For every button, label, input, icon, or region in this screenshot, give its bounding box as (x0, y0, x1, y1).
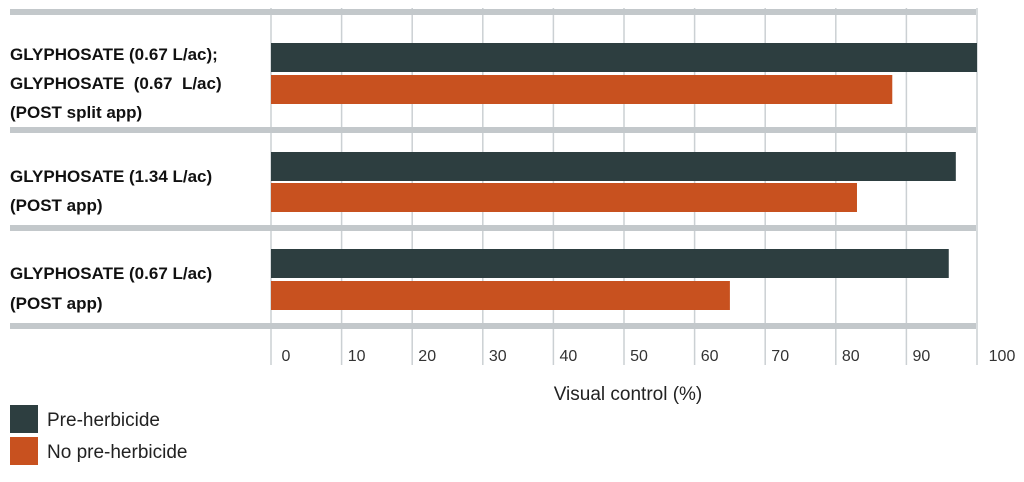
category-label: (POST app) (10, 196, 103, 215)
x-tick-label: 90 (913, 348, 931, 365)
group-separator (10, 9, 976, 15)
legend: Pre-herbicide No pre-herbicide (10, 405, 187, 465)
category-label: GLYPHOSATE (0.67 L/ac); (10, 45, 218, 64)
group-separator (10, 323, 976, 329)
x-axis-title: Visual control (%) (554, 384, 703, 405)
x-tick-label: 70 (771, 348, 789, 365)
legend-swatch (10, 437, 38, 465)
x-tick-label: 40 (560, 348, 578, 365)
category-label: (POST app) (10, 294, 103, 313)
legend-label: Pre-herbicide (47, 410, 160, 431)
legend-label: No pre-herbicide (47, 442, 187, 463)
category-label: GLYPHOSATE (0.67 L/ac) (10, 264, 212, 283)
legend-swatch (10, 405, 38, 433)
bar (271, 152, 956, 181)
x-tick-label: 10 (348, 348, 366, 365)
bar (271, 75, 893, 104)
category-label: (POST split app) (10, 103, 142, 122)
category-label: GLYPHOSATE (1.34 L/ac) (10, 167, 212, 186)
x-tick-label: 100 (989, 348, 1016, 365)
x-tick-label: 50 (630, 348, 648, 365)
x-tick-label: 80 (842, 348, 860, 365)
x-tick-label: 20 (418, 348, 436, 365)
x-tick-labels: 0 10 20 30 40 50 60 70 80 90 100 (282, 348, 1016, 365)
bars (271, 43, 977, 310)
bar (271, 183, 857, 212)
x-tick-label: 0 (282, 348, 291, 365)
bar (271, 249, 949, 278)
category-labels: GLYPHOSATE (0.67 L/ac); GLYPHOSATE (0.67 … (10, 45, 222, 313)
group-separator (10, 127, 976, 133)
group-separators (10, 9, 976, 329)
x-tick-label: 60 (701, 348, 719, 365)
bar (271, 43, 977, 72)
bar (271, 281, 730, 310)
category-label: GLYPHOSATE (0.67 L/ac) (10, 74, 222, 93)
group-separator (10, 225, 976, 231)
x-tick-label: 30 (489, 348, 507, 365)
